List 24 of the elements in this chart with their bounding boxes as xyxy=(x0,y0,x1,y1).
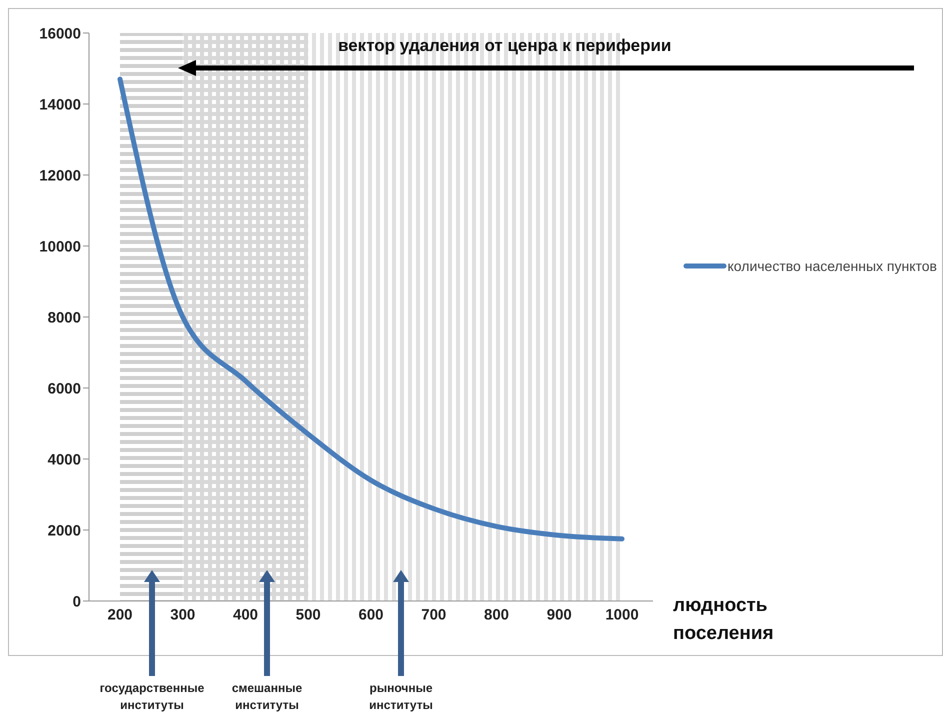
x-tick-label: 500 xyxy=(296,606,321,624)
x-tick-label: 700 xyxy=(421,606,446,624)
y-tick-label: 0 xyxy=(72,593,81,610)
x-axis-title: людность поселения xyxy=(673,595,774,644)
legend-label: количество населенных пунктов xyxy=(728,258,937,274)
y-tick-label: 4000 xyxy=(48,451,81,468)
text: смешанные институты xyxy=(232,681,302,712)
x-tick-label: 1000 xyxy=(605,606,639,624)
annotation: вектор удаления от ценра к периферии xyxy=(338,36,672,56)
x-tick-label: 300 xyxy=(170,606,196,624)
y-tick-label: 16000 xyxy=(39,25,81,42)
y-tick-label: 2000 xyxy=(48,522,81,540)
x-tick-label: 900 xyxy=(546,606,572,624)
text: рыночные институты xyxy=(368,680,434,714)
y-tick-label: 6000 xyxy=(48,380,81,398)
x-tick-label: 800 xyxy=(484,606,510,624)
y-tick-label: 10000 xyxy=(39,238,81,256)
y-tick-label: 8000 xyxy=(48,309,81,326)
text: государственные институты xyxy=(98,680,206,714)
x-tick-label: 200 xyxy=(107,606,133,624)
y-tick-label: 12000 xyxy=(39,167,81,184)
y-tick-label: 14000 xyxy=(39,96,81,114)
x-tick-label: 400 xyxy=(232,606,258,624)
x-tick-label: 600 xyxy=(358,606,384,624)
